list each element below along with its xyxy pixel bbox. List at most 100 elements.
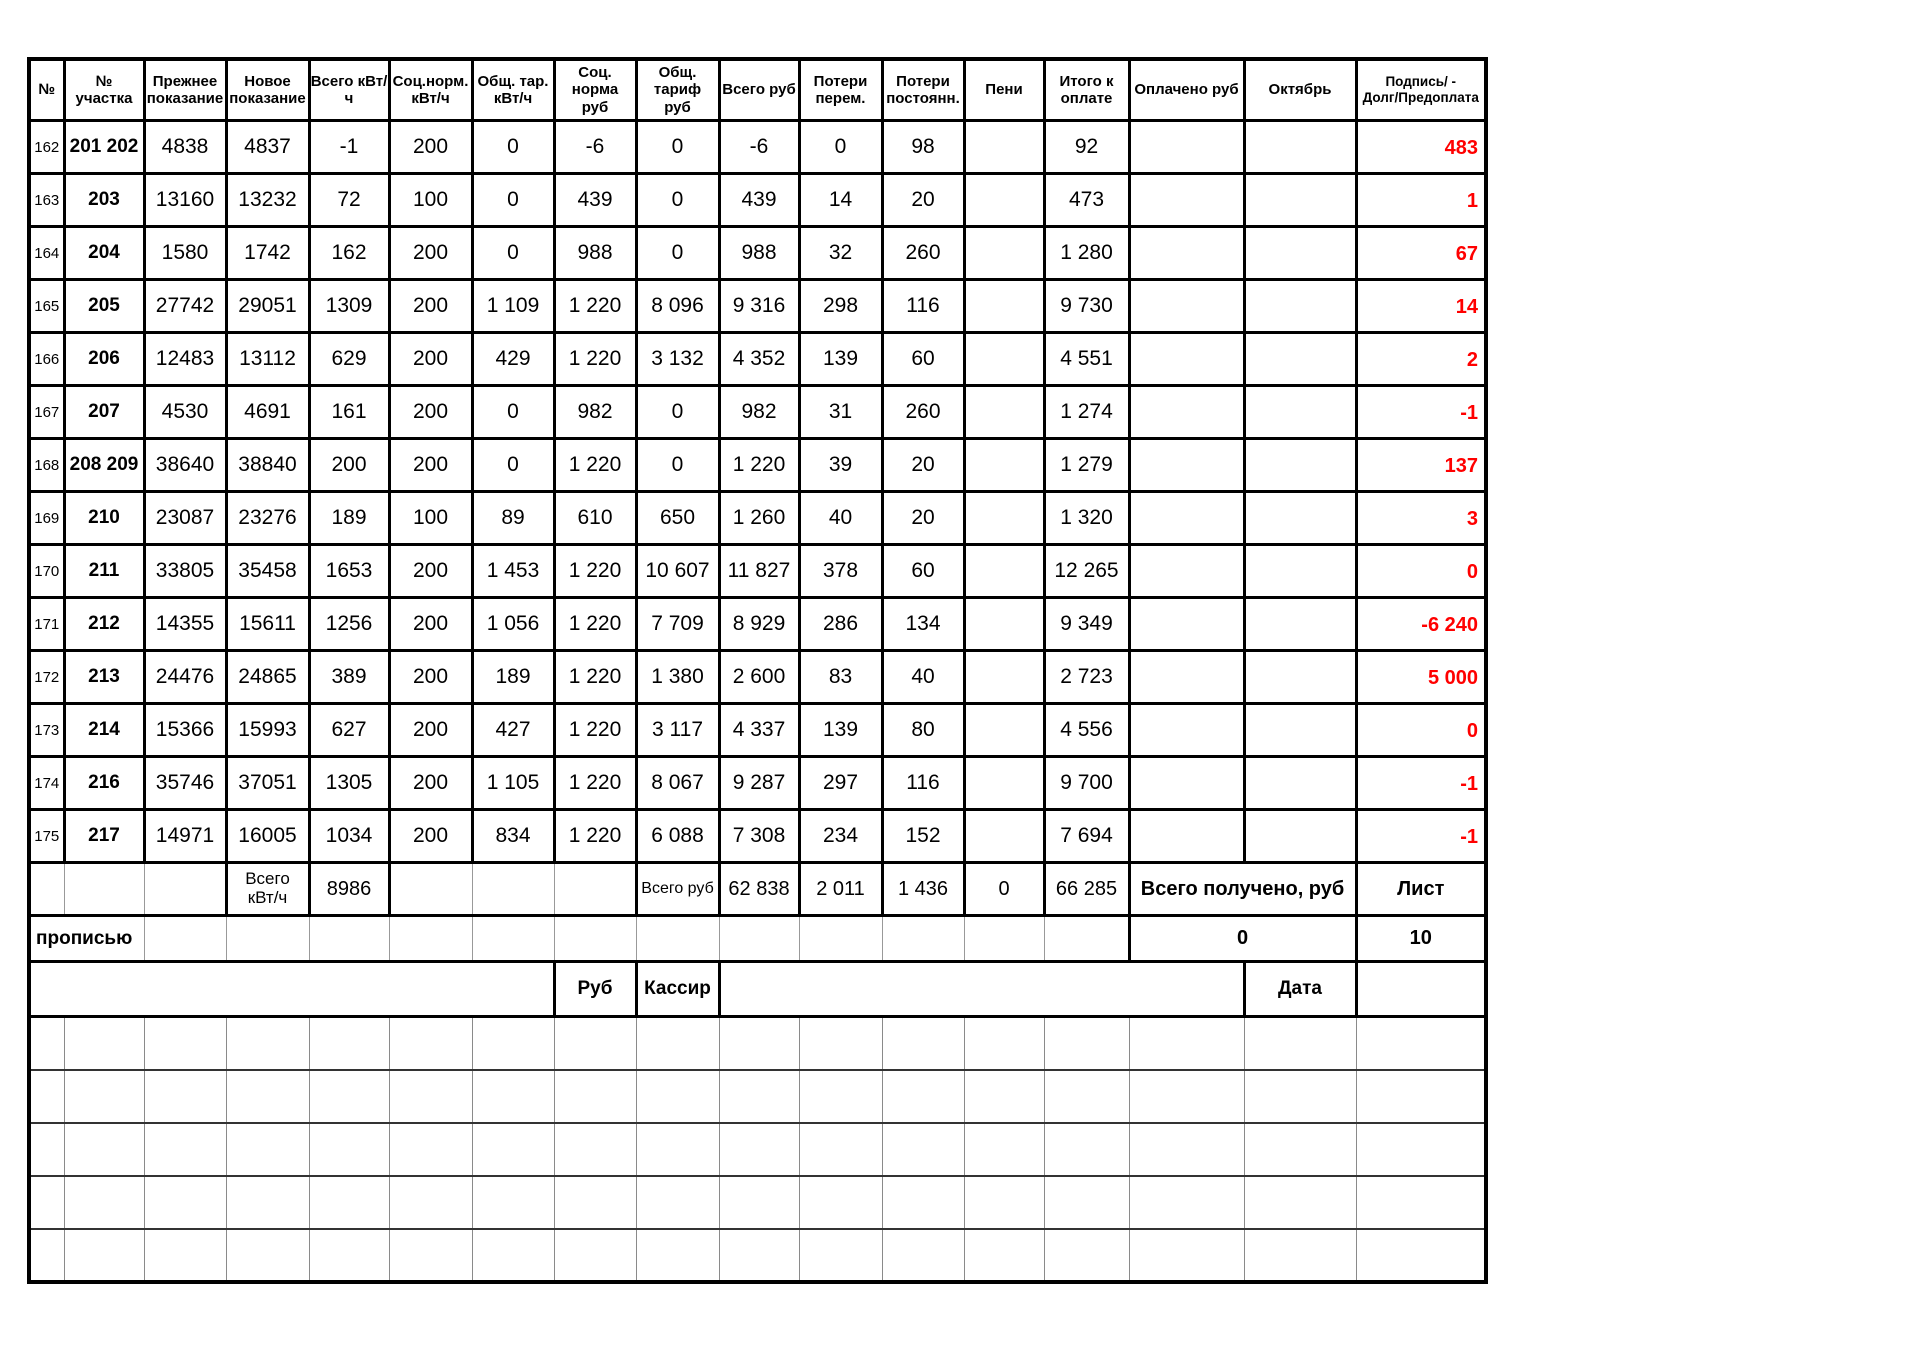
table-row: 171 212 14355 15611 1256 200 1 056 1 220 7 709 8 …: [27, 596, 1488, 652]
plot-number: 203: [62, 172, 146, 228]
cell-value: 60: [880, 543, 966, 599]
cell-value: 439: [552, 172, 638, 228]
sheet-label: Лист: [1354, 861, 1488, 917]
cell-empty: [798, 1068, 883, 1124]
cell-empty: [553, 1121, 637, 1177]
cell-empty: [1243, 1227, 1357, 1284]
cell-empty: [1128, 1068, 1245, 1124]
cell-value: 2 723: [1042, 649, 1131, 705]
amount-in-words-row: прописью 0 10: [27, 914, 1488, 963]
plot-number: 205: [62, 278, 146, 334]
cell-value: 31: [797, 384, 884, 440]
cell-empty: [635, 1174, 720, 1230]
cell-empty: [388, 1015, 473, 1071]
cell-empty: [798, 915, 883, 962]
cell-empty: [718, 1015, 800, 1071]
cell-empty: [635, 915, 720, 962]
cell-value: 982: [717, 384, 801, 440]
cell-value: 134: [880, 596, 966, 652]
cell-value: [1127, 172, 1246, 228]
cell-value: 27742: [142, 278, 228, 334]
cell-empty: [388, 861, 473, 917]
cell-value: [1127, 490, 1246, 546]
cell-empty: [308, 1227, 390, 1284]
cell-value: 260: [880, 225, 966, 281]
cell-empty: [553, 1068, 637, 1124]
cell-value: 152: [880, 808, 966, 864]
cell-empty: [798, 1121, 883, 1177]
cell-value: 14: [797, 172, 884, 228]
row-number: 171: [27, 596, 66, 652]
cell-value: 23276: [224, 490, 311, 546]
debt-prepay-value: -1: [1354, 384, 1488, 440]
cell-value: 234: [797, 808, 884, 864]
cell-value: 1 220: [552, 755, 638, 811]
plot-number: 217: [62, 808, 146, 864]
cell-value: 38840: [224, 437, 311, 493]
cell-value: [1242, 278, 1358, 334]
cell-value: 0: [470, 119, 556, 175]
cell-value: [962, 331, 1046, 387]
cell-value: 1 274: [1042, 384, 1131, 440]
cell-value: 200: [387, 437, 474, 493]
cell-empty: [1043, 1015, 1130, 1071]
billing-sheet: № № участка Прежнее показание Новое показан…: [27, 57, 1488, 1284]
cell-empty: [553, 915, 637, 962]
debt-prepay-value: 14: [1354, 278, 1488, 334]
cell-value: 1 220: [552, 543, 638, 599]
cell-value: 1 220: [717, 437, 801, 493]
cell-value: 38640: [142, 437, 228, 493]
column-header: Всего руб: [717, 57, 801, 122]
cell-value: 9 287: [717, 755, 801, 811]
cell-empty: [143, 1015, 227, 1071]
cell-value: 298: [797, 278, 884, 334]
cell-value: [962, 808, 1046, 864]
cell-value: 0: [470, 437, 556, 493]
cell-empty: [28, 1015, 65, 1071]
cell-value: 1 109: [470, 278, 556, 334]
cell-value: [962, 702, 1046, 758]
cell-empty: [225, 1015, 310, 1071]
cell-empty: [635, 1068, 720, 1124]
cell-value: 32: [797, 225, 884, 281]
debt-prepay-value: 3: [1354, 490, 1488, 546]
cell-empty: [553, 1227, 637, 1284]
plot-number: 210: [62, 490, 146, 546]
cell-value: 4691: [224, 384, 311, 440]
table-row: 169 210 23087 23276 189 100 89 610 650 1 260 40 20 1…: [27, 490, 1488, 546]
cell-value: 200: [387, 384, 474, 440]
cell-value: 10 607: [634, 543, 721, 599]
cell-value: 15611: [224, 596, 311, 652]
cell-empty: [1355, 1015, 1487, 1071]
cell-value: 1 320: [1042, 490, 1131, 546]
total-kwh-label: Всего кВт/ч: [224, 861, 311, 917]
cell-value: 20: [880, 437, 966, 493]
cell-empty: [1243, 1174, 1357, 1230]
cell-value: 610: [552, 490, 638, 546]
cell-value: [962, 225, 1046, 281]
cell-empty: [28, 1121, 65, 1177]
cell-value: [1127, 755, 1246, 811]
column-header: Оплачено руб: [1127, 57, 1246, 122]
cell-empty: [963, 1068, 1045, 1124]
cell-value: [1127, 384, 1246, 440]
cell-value: -6: [717, 119, 801, 175]
rub-label: Руб: [552, 960, 638, 1018]
cell-empty: [798, 1174, 883, 1230]
cell-value: 0: [634, 119, 721, 175]
cell-empty: [28, 1068, 65, 1124]
column-header: Соц. норма руб: [552, 57, 638, 122]
cell-value: [1242, 755, 1358, 811]
cell-empty: [1128, 1121, 1245, 1177]
cell-value: [1127, 543, 1246, 599]
sheet-number-value: 10: [1354, 914, 1488, 963]
cell-value: 0: [470, 172, 556, 228]
row-number: 168: [27, 437, 66, 493]
cell-value: 16005: [224, 808, 311, 864]
cell-empty: [471, 1068, 555, 1124]
table-row: 164 204 1580 1742 162 200 0 988 0 988 32 260 1 280 67: [27, 225, 1488, 281]
cell-value: 100: [387, 172, 474, 228]
cell-value: [962, 755, 1046, 811]
cell-value: 1034: [307, 808, 391, 864]
cell-empty: [881, 1174, 965, 1230]
